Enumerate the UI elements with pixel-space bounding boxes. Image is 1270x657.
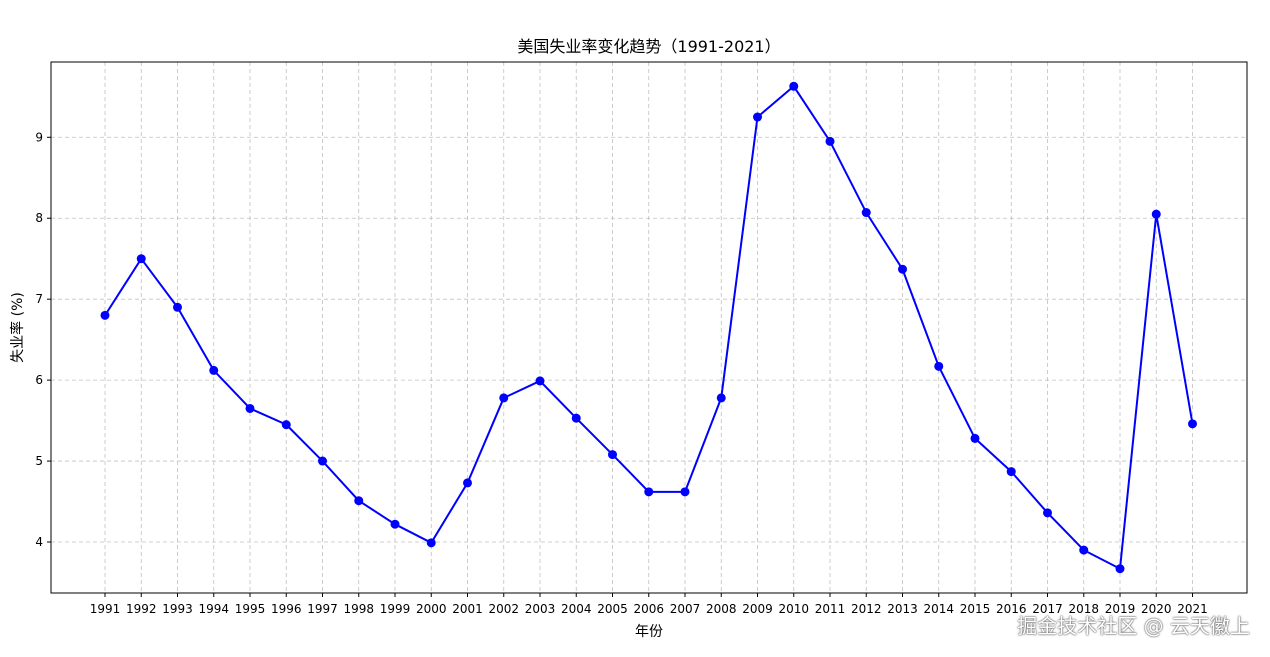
data-point-2006: [644, 487, 654, 497]
x-tick-label: 2001: [452, 602, 483, 616]
x-tick-label: 2006: [633, 602, 664, 616]
x-tick-label: 2016: [996, 602, 1027, 616]
data-point-2003: [535, 376, 545, 386]
x-tick-label: 2008: [706, 602, 737, 616]
x-tick-label: 2012: [851, 602, 882, 616]
x-tick-label: 2017: [1032, 602, 1063, 616]
data-point-2014: [934, 361, 944, 371]
data-point-1992: [136, 254, 146, 264]
x-tick-label: 1991: [90, 602, 121, 616]
x-tick-label: 1999: [380, 602, 411, 616]
data-point-2005: [608, 450, 617, 460]
x-axis-title: 年份: [635, 624, 663, 640]
data-point-2001: [463, 478, 472, 488]
x-tick-label: 2009: [742, 602, 773, 616]
chart-title: 美国失业率变化趋势（1991-2021）: [517, 37, 780, 56]
data-point-1994: [209, 365, 219, 375]
data-point-2013: [898, 264, 907, 274]
series-line-group: [100, 81, 1197, 574]
x-tick-label: 2010: [778, 602, 809, 616]
grid-lines: [51, 62, 1247, 593]
y-tick-label: 6: [35, 373, 43, 387]
x-tick-label: 2013: [887, 602, 918, 616]
data-point-1996: [281, 420, 291, 430]
x-tick-label: 2021: [1177, 602, 1208, 616]
data-point-1997: [318, 456, 327, 466]
x-tick-label: 2003: [525, 602, 556, 616]
x-tick-label: 1996: [271, 602, 302, 616]
x-tick-label: 1998: [343, 602, 374, 616]
x-tick-label: 1994: [198, 602, 229, 616]
data-point-2011: [825, 136, 835, 146]
data-point-2020: [1151, 209, 1161, 219]
x-tick-label: 2007: [670, 602, 701, 616]
data-point-2010: [789, 81, 799, 91]
x-tick-label: 2000: [416, 602, 447, 616]
x-tick-label: 2004: [561, 602, 592, 616]
data-point-1991: [100, 310, 110, 320]
x-tick-label: 2018: [1068, 602, 1099, 616]
y-tick-label: 5: [35, 454, 43, 468]
x-tick-label: 2015: [960, 602, 991, 616]
data-point-2015: [970, 433, 980, 443]
data-point-2012: [861, 208, 871, 218]
data-point-1993: [173, 302, 182, 312]
x-tick-label: 2011: [815, 602, 846, 616]
y-axis-title: 失业率 (%): [9, 292, 26, 363]
y-tick-label: 8: [35, 211, 43, 225]
x-tick-label: 1997: [307, 602, 338, 616]
data-point-2008: [716, 393, 726, 403]
data-point-2019: [1115, 564, 1125, 574]
axis-ticks: 1991 1992 1993 1994 1995 1996 1997 1998 1999 2000…: [35, 130, 1207, 616]
data-point-1995: [245, 403, 255, 413]
x-tick-label: 2014: [923, 602, 954, 616]
data-point-2018: [1079, 545, 1089, 555]
data-point-2016: [1006, 467, 1016, 477]
data-point-1999: [390, 519, 400, 529]
data-point-2000: [426, 538, 436, 548]
data-point-1998: [354, 496, 364, 506]
y-tick-label: 4: [35, 535, 43, 549]
watermark-text: 掘金技术社区 @ 云天徽上: [1017, 614, 1250, 638]
data-point-2002: [499, 393, 509, 403]
x-tick-label: 2019: [1105, 602, 1136, 616]
data-point-2021: [1188, 419, 1197, 429]
y-tick-label: 9: [35, 130, 43, 144]
data-point-2004: [571, 413, 581, 423]
x-tick-label: 1993: [162, 602, 193, 616]
x-tick-label: 2005: [597, 602, 628, 616]
data-point-2009: [753, 112, 762, 122]
y-tick-label: 7: [35, 292, 43, 306]
x-tick-label: 1992: [126, 602, 157, 616]
data-point-2017: [1043, 508, 1052, 518]
x-tick-label: 2020: [1141, 602, 1172, 616]
x-tick-label: 1995: [235, 602, 266, 616]
x-tick-label: 2002: [488, 602, 519, 616]
data-point-2007: [680, 487, 690, 497]
